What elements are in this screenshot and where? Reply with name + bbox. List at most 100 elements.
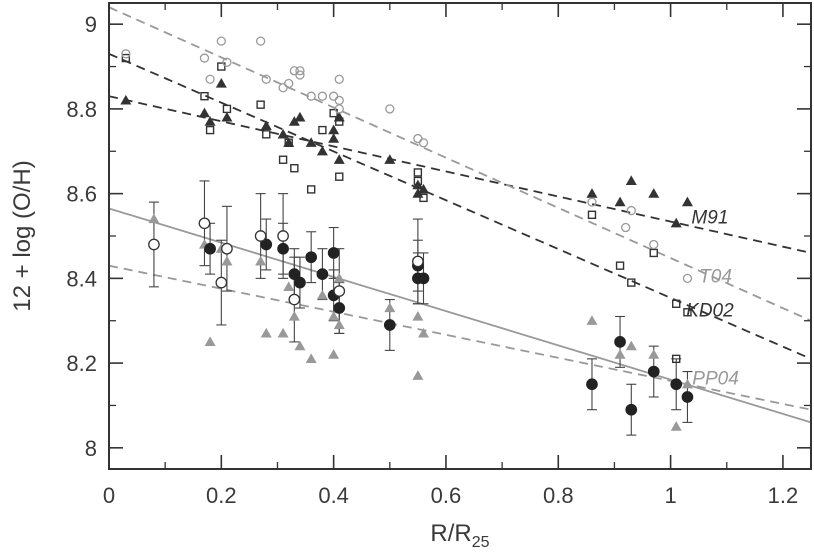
triangle-point	[305, 137, 317, 147]
circle-point	[148, 238, 160, 251]
square-point	[306, 185, 316, 194]
square-point	[318, 125, 327, 135]
axis-ticks: 0 0.2 0.4 0.6 0.8 1 1.2 8 8.2 8.4 8.6 8.8 9	[66, 3, 811, 508]
triangle-point	[255, 255, 267, 266]
triangle-point	[384, 302, 396, 313]
circle-point	[413, 133, 423, 144]
square-point	[683, 308, 692, 317]
circle-point	[254, 230, 267, 242]
square-point	[335, 117, 344, 126]
triangle-point	[328, 133, 340, 143]
circle-point	[682, 273, 693, 284]
kd02-fit-line	[109, 53, 811, 360]
triangle-point	[120, 94, 132, 105]
circle-point	[221, 242, 233, 255]
x-tick-label: 0.6	[431, 483, 462, 508]
circle-point	[204, 242, 216, 255]
x-tick-label: 1.2	[768, 483, 799, 508]
x-tick-label: 0	[103, 483, 115, 508]
square-point	[335, 172, 344, 181]
x-axis-title-subscript: 25	[472, 534, 490, 551]
square-point	[413, 176, 423, 186]
triangle-point	[625, 340, 637, 351]
triangle-point	[316, 289, 328, 300]
triangle-point	[328, 349, 340, 359]
circle-point	[278, 83, 288, 93]
square-point	[217, 62, 226, 71]
triangle-point	[277, 327, 289, 338]
triangle-point	[384, 154, 396, 164]
triangle-point	[333, 154, 345, 164]
circle-point	[215, 276, 228, 289]
triangle-point	[204, 336, 216, 347]
triangle-point	[670, 217, 682, 228]
plot-frame	[108, 2, 812, 470]
circle-point	[614, 336, 626, 348]
circle-point	[261, 74, 271, 84]
triangle-point	[316, 145, 328, 156]
square-point	[587, 210, 597, 220]
triangle-point	[681, 378, 693, 389]
x-axis-title-main: R/R	[430, 520, 471, 547]
circle-point	[334, 104, 344, 114]
circle-point	[255, 36, 266, 46]
triangle-point	[198, 107, 210, 118]
y-tick-label: 8.2	[66, 351, 97, 376]
triangle-point	[260, 327, 272, 338]
triangle-point	[294, 111, 306, 122]
square-point	[256, 100, 265, 109]
square-point	[627, 278, 636, 287]
circle-point	[317, 91, 328, 101]
triangle-point	[417, 183, 429, 194]
fit-label-pp04: PP04	[692, 368, 738, 389]
triangle-point	[586, 188, 598, 198]
circle-point	[305, 251, 318, 264]
circle-point	[205, 74, 215, 84]
square-point	[278, 155, 288, 164]
circle-point	[333, 302, 346, 314]
circle-point	[199, 53, 210, 63]
circle-point	[647, 365, 660, 378]
circle-point	[587, 197, 597, 207]
triangle-point	[614, 349, 626, 359]
circle-point	[222, 57, 232, 67]
triangle-point	[221, 111, 233, 122]
circle-point	[417, 272, 430, 285]
circle-point	[621, 222, 631, 233]
triangle-point	[333, 111, 345, 122]
circle-point	[327, 247, 340, 259]
circle-point	[412, 255, 424, 268]
circle-point	[277, 242, 289, 255]
triangle-point	[277, 128, 289, 139]
triangle-point	[648, 188, 660, 198]
triangle-point	[221, 255, 233, 266]
triangle-point	[294, 340, 306, 351]
circle-point	[681, 391, 694, 403]
y-tick-label: 8	[85, 436, 97, 461]
triangle-point	[260, 120, 272, 130]
fit-label-kd02: KD02	[686, 300, 734, 321]
triangle-point	[283, 137, 295, 147]
triangle-point	[614, 196, 626, 207]
x-axis-title: R/R25	[430, 520, 489, 551]
square-point	[672, 354, 681, 364]
triangle-point	[283, 281, 295, 291]
square-point	[262, 130, 271, 139]
circle-point	[294, 276, 306, 289]
circle-point	[334, 74, 344, 84]
circle-point	[216, 36, 226, 46]
circle-point	[277, 230, 289, 242]
circle-point	[288, 293, 301, 306]
y-tick-label: 8.6	[66, 182, 97, 207]
square-point	[121, 53, 131, 63]
circle-point	[586, 378, 598, 391]
x-tick-label: 0.2	[206, 483, 237, 508]
triangle-point	[670, 421, 682, 431]
triangle-point	[328, 124, 340, 135]
circle-point	[295, 66, 305, 76]
square-point	[615, 261, 625, 270]
triangle-point	[333, 319, 345, 330]
circle-point	[316, 268, 329, 280]
square-point	[205, 125, 215, 135]
triangle-point	[625, 175, 637, 186]
